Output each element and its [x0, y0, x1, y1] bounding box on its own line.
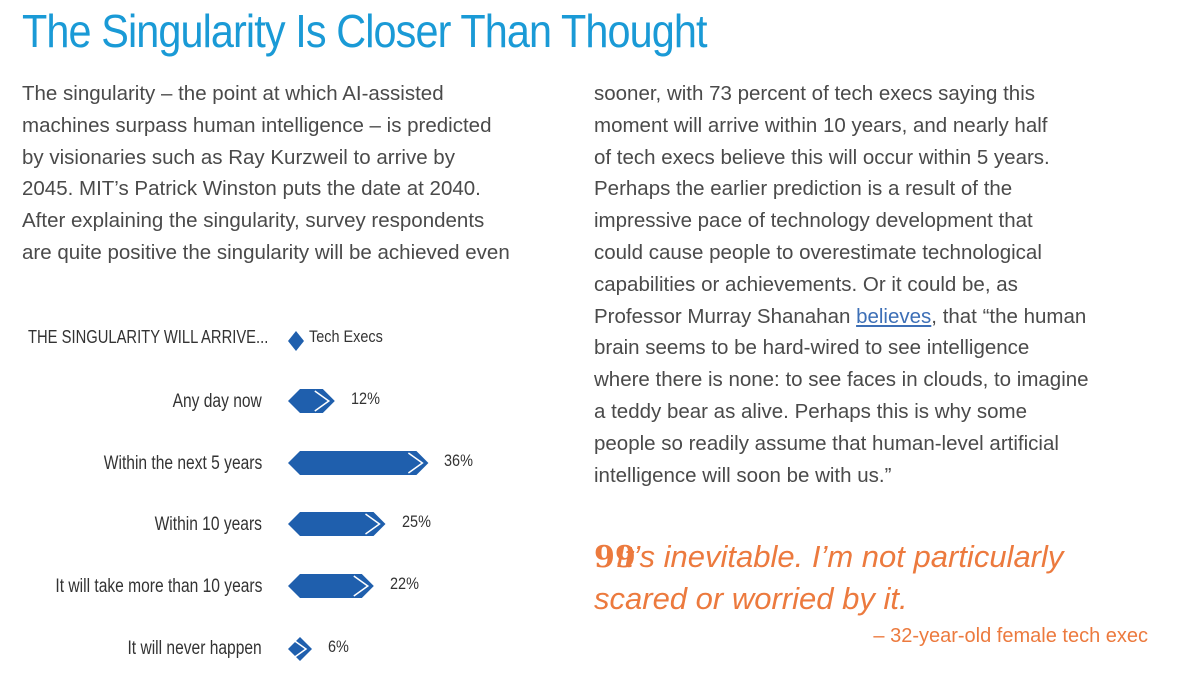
bar-never-happen — [288, 637, 312, 661]
bar-accent-any-day-now — [314, 390, 331, 412]
chart-title: THE SINGULARITY WILL ARRIVE... — [28, 327, 269, 347]
bar-within-10-years — [288, 512, 386, 536]
body-text-right-part2: , that “the human brain seems to be hard… — [594, 304, 1089, 487]
quote-mark-icon: 99 — [594, 540, 636, 575]
value-label-within-5-years: 36% — [444, 451, 474, 470]
quote-attribution: – 32-year-old female tech exec — [873, 625, 1148, 647]
category-label-never-happen: It will never happen — [127, 638, 262, 659]
value-label-within-10-years: 25% — [401, 512, 431, 531]
body-text-left: The singularity – the point at which AI-… — [22, 82, 510, 264]
pull-quote: It’s inevitable. I’m not particularly sc… — [594, 539, 1064, 616]
category-label-within-10-years: Within 10 years — [154, 514, 262, 535]
believes-link[interactable]: believes — [856, 304, 932, 328]
bar-accent-within-5-years — [407, 452, 424, 474]
body-text-right: sooner, with 73 percent of tech execs sa… — [594, 78, 1154, 491]
category-label-within-5-years: Within the next 5 years — [103, 453, 262, 474]
bar-accent-within-10-years — [365, 513, 381, 535]
bar-accent-never-happen — [291, 638, 308, 660]
value-label-never-happen: 6% — [328, 637, 349, 656]
value-label-any-day-now: 12% — [350, 389, 380, 408]
value-label-more-than-10-years: 22% — [389, 574, 419, 593]
legend-label-tech-execs: Tech Execs — [309, 327, 383, 346]
bar-accent-more-than-10-years — [353, 575, 370, 597]
body-text-right-part1: sooner, with 73 percent of tech execs sa… — [594, 82, 1050, 328]
page-title: The Singularity Is Closer Than Thought — [22, 5, 707, 57]
category-label-any-day-now: Any day now — [172, 391, 262, 412]
bar-within-5-years — [288, 451, 429, 475]
bar-more-than-10-years — [288, 574, 374, 598]
legend-diamond-icon — [288, 331, 304, 351]
bar-any-day-now — [288, 389, 335, 413]
category-label-more-than-10-years: It will take more than 10 years — [55, 576, 262, 597]
